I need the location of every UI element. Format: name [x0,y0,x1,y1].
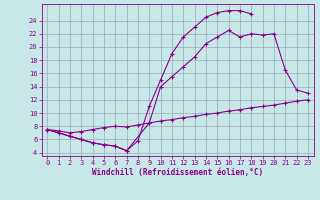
X-axis label: Windchill (Refroidissement éolien,°C): Windchill (Refroidissement éolien,°C) [92,168,263,177]
